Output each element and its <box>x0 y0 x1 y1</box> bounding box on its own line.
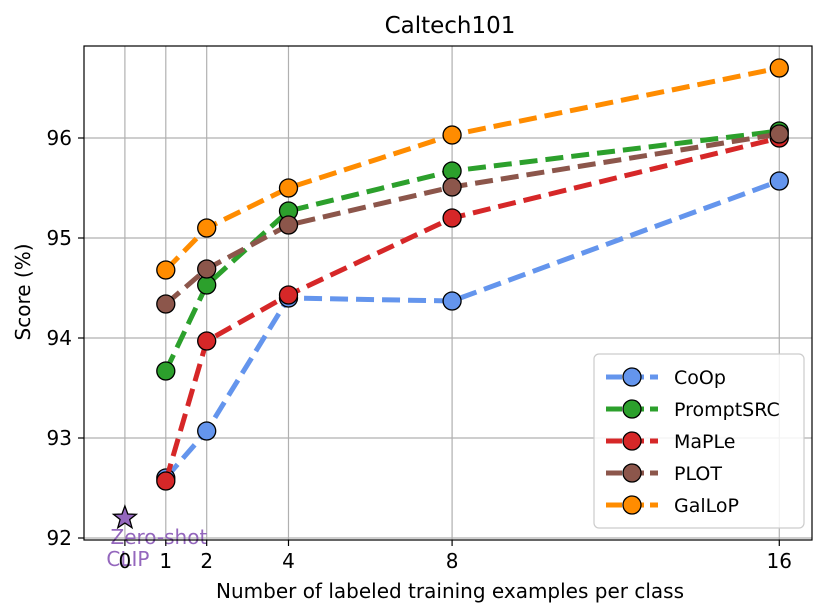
y-tick-label: 92 <box>47 526 72 550</box>
data-point <box>278 285 299 305</box>
legend-marker <box>622 431 642 451</box>
data-point <box>442 177 462 197</box>
legend-marker <box>622 463 642 483</box>
data-point <box>769 171 789 191</box>
x-tick-label: 2 <box>200 549 213 573</box>
legend: CoOp PromptSRC MaPLe PLOT GalLoP <box>593 353 805 529</box>
data-point <box>156 471 176 491</box>
y-axis-label: Score (%) <box>11 244 35 341</box>
ticks: 0 1 2 4 8 16 92 93 94 95 96 <box>47 126 792 573</box>
x-tick-label: 0 <box>119 549 132 573</box>
data-point <box>442 208 462 228</box>
data-point <box>769 124 789 144</box>
y-tick-label: 96 <box>47 126 72 150</box>
zero-shot-label-line2: CLIP <box>106 547 149 571</box>
legend-marker <box>622 367 642 387</box>
x-tick-label: 4 <box>282 549 295 573</box>
y-tick-label: 93 <box>47 426 72 450</box>
y-tick-label: 95 <box>47 226 72 250</box>
x-tick-label: 1 <box>159 549 172 573</box>
legend-label: CoOp <box>674 367 726 389</box>
data-point <box>197 218 217 238</box>
data-point <box>197 331 217 351</box>
series-group <box>156 58 789 491</box>
data-point <box>769 58 789 78</box>
legend-label: PromptSRC <box>674 399 780 421</box>
legend-box <box>593 353 805 529</box>
data-point <box>278 215 299 235</box>
legend-label: GalLoP <box>674 495 739 517</box>
plot-frame <box>83 45 813 541</box>
chart-title: Caltech101 <box>385 13 516 39</box>
x-tick-label: 16 <box>767 549 792 573</box>
data-point <box>156 361 176 381</box>
legend-marker <box>622 399 642 419</box>
x-tick-label: 8 <box>446 549 459 573</box>
data-point <box>278 178 299 198</box>
data-point <box>442 291 462 311</box>
legend-label: MaPLe <box>674 431 735 453</box>
series-line <box>163 128 780 373</box>
data-point <box>197 275 217 295</box>
data-point <box>442 125 462 145</box>
data-point <box>197 421 217 441</box>
legend-label: PLOT <box>674 463 722 485</box>
series-line <box>164 65 780 272</box>
x-axis-label: Number of labeled training examples per … <box>216 579 684 603</box>
zero-shot-star-marker <box>111 504 139 530</box>
data-point <box>442 161 462 181</box>
data-point <box>156 260 176 280</box>
data-point <box>156 294 176 314</box>
zero-shot-label-line1: Zero-shot <box>111 525 208 549</box>
y-tick-label: 94 <box>47 326 72 350</box>
data-point <box>197 259 217 279</box>
legend-marker <box>622 495 642 515</box>
